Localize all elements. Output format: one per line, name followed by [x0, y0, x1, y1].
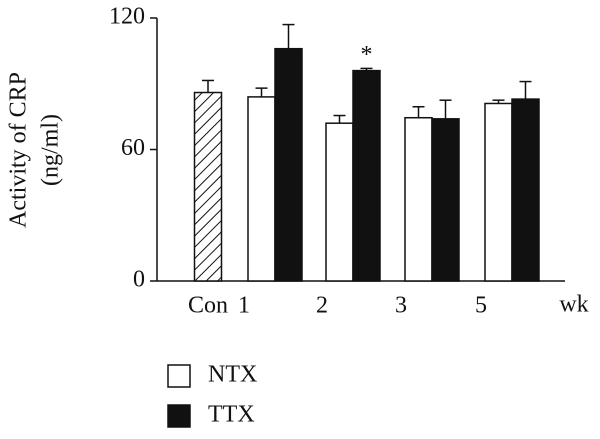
bar	[484, 102, 513, 282]
legend-label: TTX	[208, 402, 255, 428]
bar	[352, 69, 381, 282]
y-tick-label: 0	[133, 267, 145, 293]
y-axis-label: Activity of CRP (ng/ml)	[6, 72, 64, 228]
annotation: *	[361, 42, 373, 68]
x-axis-label: wk	[559, 292, 588, 318]
bar	[193, 91, 223, 282]
bar	[511, 98, 540, 282]
x-tick-label: 3	[395, 293, 407, 319]
x-tick-label: 1	[238, 293, 250, 319]
x-tick-label: Con	[188, 293, 228, 319]
bar	[274, 47, 303, 282]
bar	[404, 116, 433, 282]
bar	[325, 122, 354, 282]
x-tick-label: 2	[316, 293, 328, 319]
y-axis-label-line: Activity of CRP	[6, 72, 32, 228]
y-axis-label-line: (ng/ml)	[38, 114, 64, 186]
y-tick-label: 120	[109, 4, 145, 30]
bar	[431, 118, 460, 282]
legend-label: NTX	[208, 362, 257, 388]
legend-swatch	[167, 404, 191, 428]
bar	[247, 96, 276, 282]
y-tick-label: 60	[121, 135, 145, 161]
x-tick-label: 5	[475, 293, 487, 319]
legend-swatch	[167, 364, 191, 388]
